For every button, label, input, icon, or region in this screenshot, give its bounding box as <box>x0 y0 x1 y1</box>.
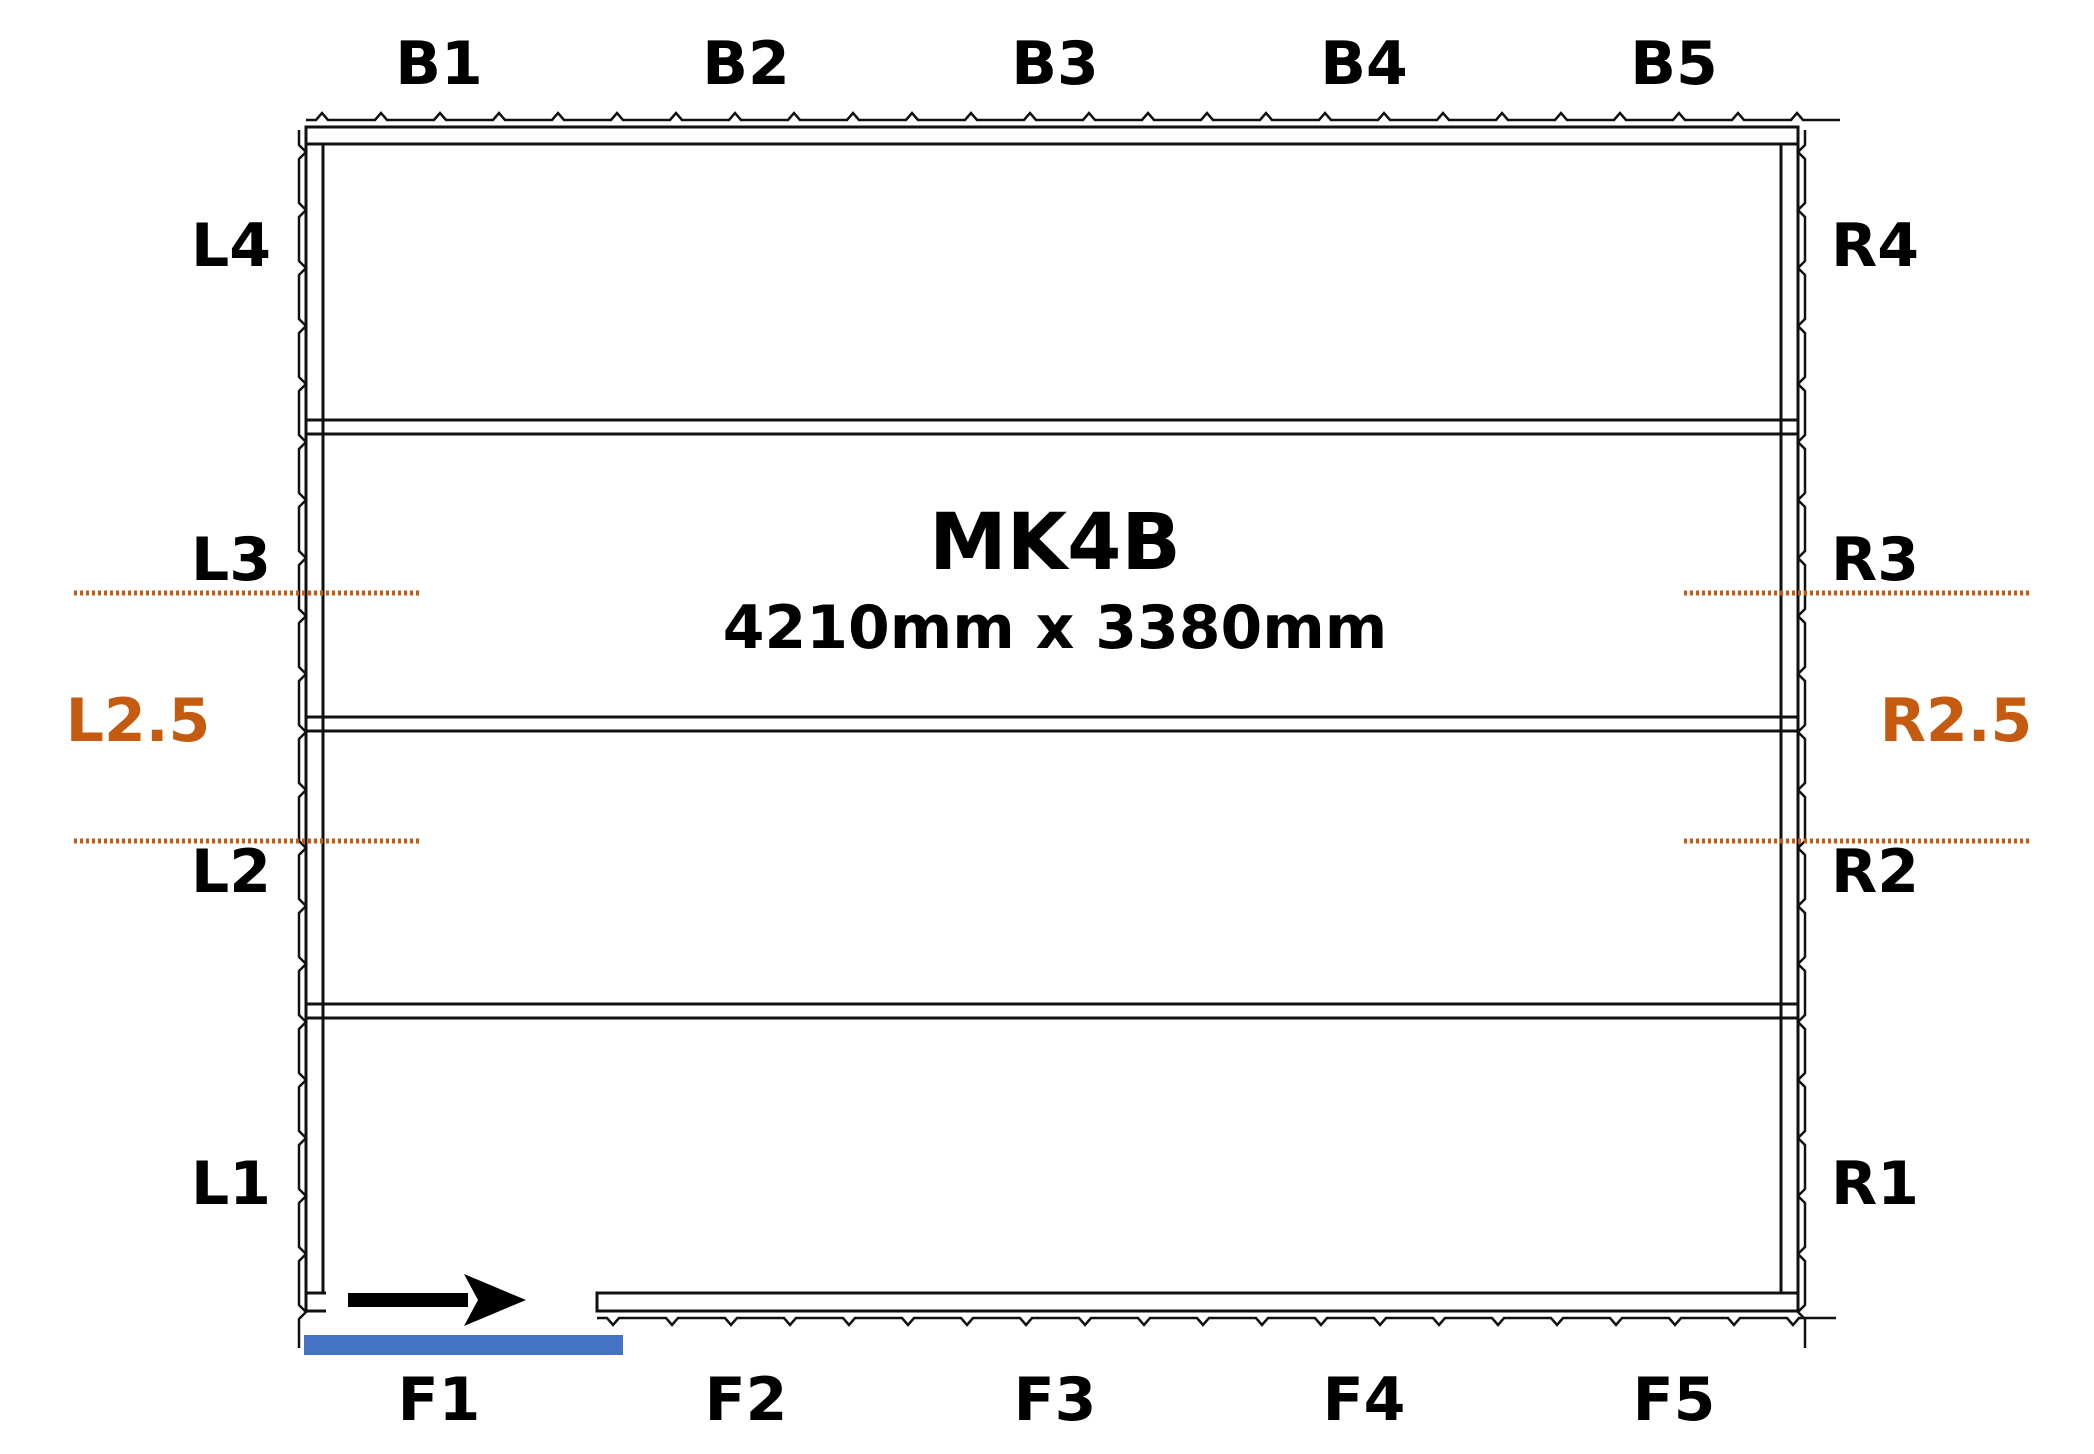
label-f2: F2 <box>705 1365 788 1435</box>
label-l1: L1 <box>191 1149 271 1219</box>
corrugated-edge <box>297 111 1840 1348</box>
label-l3: L3 <box>191 525 271 595</box>
label-l2-5: L2.5 <box>66 686 211 756</box>
label-f1: F1 <box>398 1365 481 1435</box>
rail-3 <box>304 418 1800 436</box>
label-r2: R2 <box>1831 837 1919 907</box>
label-b5: B5 <box>1630 29 1717 99</box>
label-f4: F4 <box>1323 1365 1406 1435</box>
front-rail <box>595 1291 1800 1313</box>
label-r3: R3 <box>1831 525 1919 595</box>
label-r1: R1 <box>1831 1149 1919 1219</box>
label-f5: F5 <box>1633 1365 1716 1435</box>
label-r4: R4 <box>1831 211 1919 281</box>
plan-title: MK4B <box>929 498 1181 588</box>
label-l4: L4 <box>191 211 271 281</box>
label-b3: B3 <box>1011 29 1098 99</box>
entrance-marker <box>304 1335 623 1355</box>
label-b1: B1 <box>395 29 482 99</box>
marker-lines <box>74 590 2030 844</box>
arrow-right-icon <box>348 1274 526 1326</box>
label-f3: F3 <box>1014 1365 1097 1435</box>
frame <box>304 125 1800 1313</box>
rail-2 <box>304 715 1800 733</box>
rail-1 <box>304 1002 1800 1020</box>
back-rail <box>304 125 1800 146</box>
label-r2-5: R2.5 <box>1880 686 2033 756</box>
label-b2: B2 <box>702 29 789 99</box>
label-l2: L2 <box>191 837 271 907</box>
plan-dimensions: 4210mm x 3380mm <box>723 593 1388 663</box>
label-b4: B4 <box>1320 29 1407 99</box>
